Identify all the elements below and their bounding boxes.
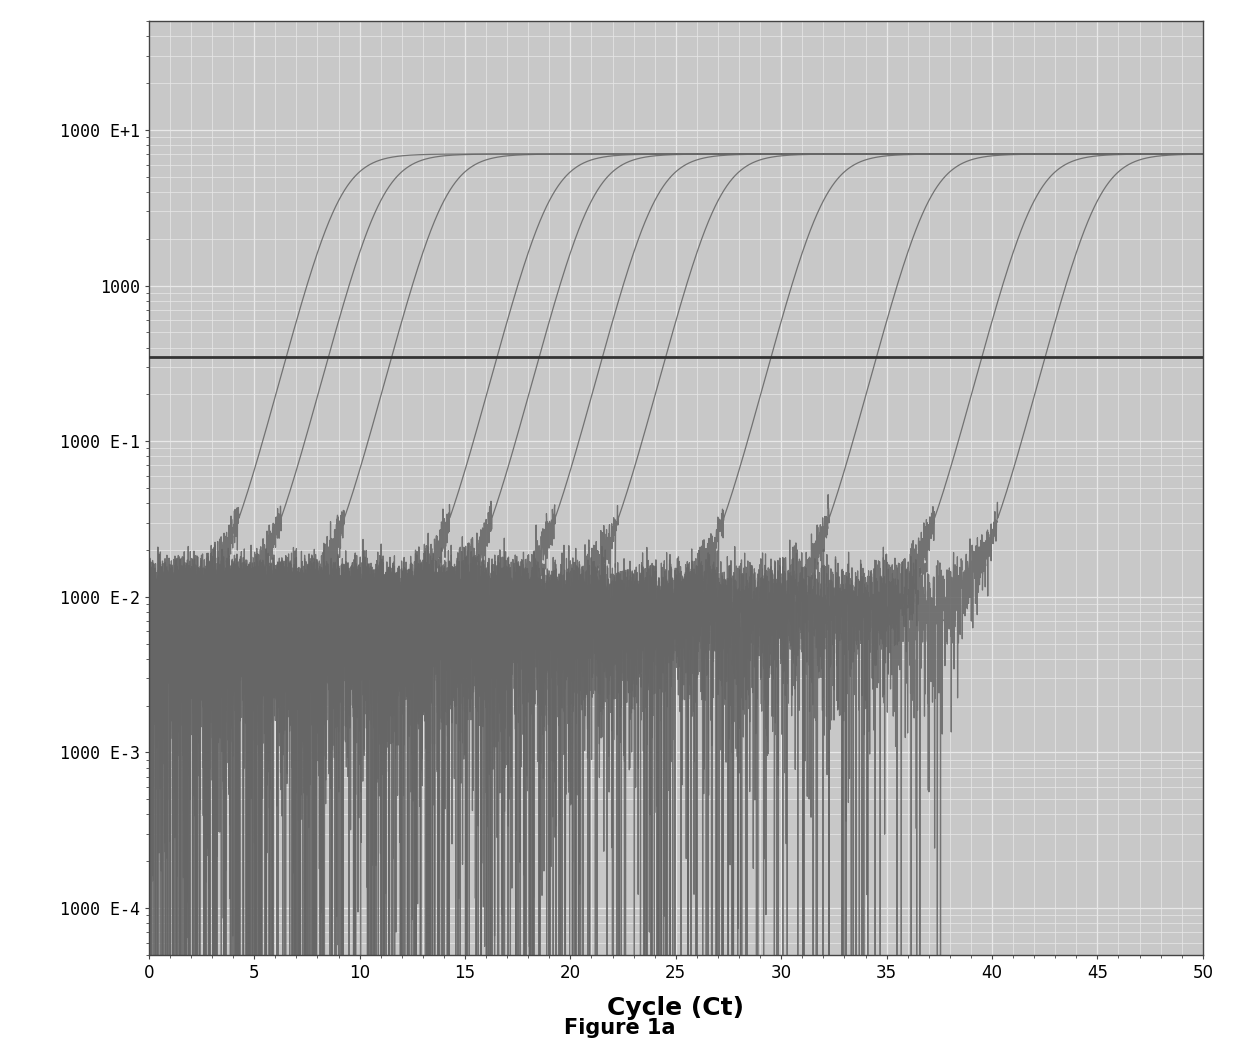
- X-axis label: Cycle (Ct): Cycle (Ct): [608, 996, 744, 1020]
- Text: Figure 1a: Figure 1a: [564, 1017, 676, 1038]
